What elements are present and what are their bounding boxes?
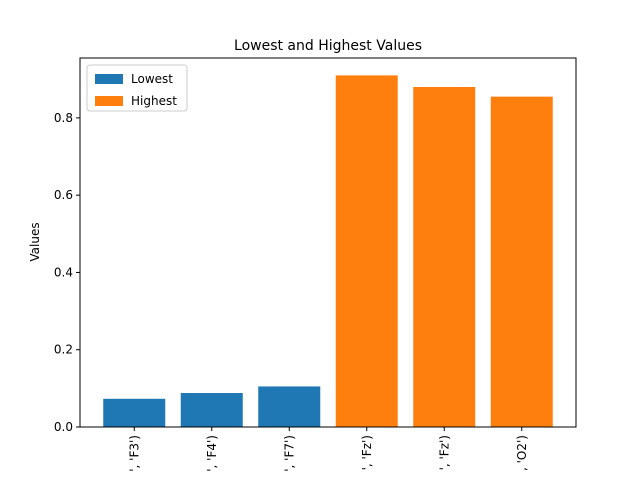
y-tick-label: 0.4 bbox=[54, 265, 73, 279]
x-tick-label: ', 'Fz') bbox=[360, 435, 374, 470]
x-tick-label: ', 'F7') bbox=[282, 435, 296, 472]
legend-swatch bbox=[95, 96, 123, 106]
x-tick-label: , 'O2') bbox=[515, 435, 529, 471]
x-tick-label: ', 'F3') bbox=[127, 435, 141, 472]
y-tick-label: 0.8 bbox=[54, 111, 73, 125]
y-axis-label: Values bbox=[28, 222, 42, 261]
legend-swatch bbox=[95, 74, 123, 84]
chart-title: Lowest and Highest Values bbox=[234, 38, 422, 54]
legend-label: Highest bbox=[131, 94, 177, 108]
y-tick-label: 0.6 bbox=[54, 188, 73, 202]
legend-label: Lowest bbox=[131, 72, 173, 86]
bar bbox=[413, 86, 476, 427]
bar bbox=[258, 386, 321, 427]
plot-frame bbox=[79, 57, 577, 428]
x-tick-label: ', 'F4') bbox=[205, 435, 219, 472]
x-tick-label: ', 'Fz') bbox=[437, 435, 451, 470]
y-tick-label: 0.0 bbox=[54, 420, 73, 434]
bar bbox=[490, 96, 553, 428]
bar bbox=[335, 75, 398, 427]
bar bbox=[103, 398, 166, 427]
y-tick-label: 0.2 bbox=[54, 343, 73, 357]
bar bbox=[180, 392, 243, 427]
